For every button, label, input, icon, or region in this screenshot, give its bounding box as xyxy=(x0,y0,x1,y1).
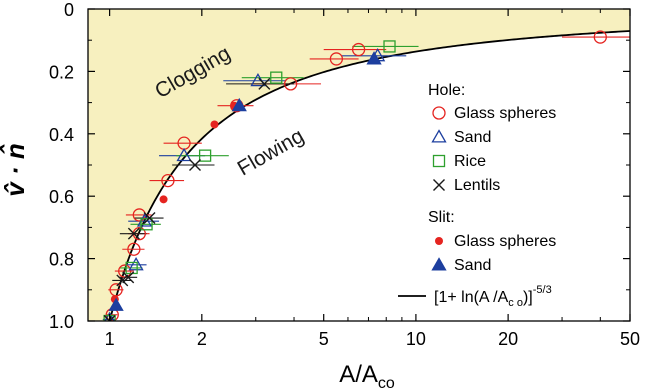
data-point-hole-glass-spheres xyxy=(351,42,366,57)
legend-header-hole: Hole: xyxy=(428,82,465,99)
data-point-slit-sand xyxy=(108,297,124,311)
clogging-region xyxy=(88,9,630,321)
marker-x-stroke xyxy=(122,271,135,284)
legend-header-slit: Slit: xyxy=(428,209,455,226)
y-axis-title: v̂ · n̂ xyxy=(0,143,30,196)
legend-marker-hole-lentils xyxy=(433,179,445,191)
legend-label-slit-sand: Sand xyxy=(454,257,491,274)
x-tick-label: 50 xyxy=(620,329,640,349)
legend-curve-label-sub: c o xyxy=(508,297,523,309)
legend-curve-label-exp: -5/3 xyxy=(533,284,552,296)
legend-marker-hole-rice xyxy=(432,154,446,168)
data-point-hole-lentils xyxy=(127,227,140,240)
legend-label-slit-glass-spheres: Glass spheres xyxy=(454,233,556,250)
data-point-hole-glass-spheres xyxy=(127,242,141,256)
legend-label-hole-lentils: Lentils xyxy=(454,177,500,194)
marker-x-stroke xyxy=(143,212,156,225)
data-point-hole-glass-spheres xyxy=(329,52,344,66)
legend-curve-label: [1+ ln(A /Ac o)]-5/3 xyxy=(434,284,552,309)
data-point-hole-lentils xyxy=(122,271,135,284)
y-tick-label: 0.8 xyxy=(49,250,74,270)
data-point-slit-glass-spheres xyxy=(159,195,168,204)
y-tick-label: 0.6 xyxy=(49,187,74,207)
data-point-hole-glass-spheres xyxy=(161,173,175,188)
clogging-area xyxy=(88,9,630,321)
x-tick-label: 5 xyxy=(319,329,329,349)
x-axis-title-sub: co xyxy=(378,375,395,390)
data-point-slit-sand xyxy=(231,97,247,112)
x-tick-label: 10 xyxy=(406,329,426,349)
data-point-hole-rice xyxy=(198,149,212,162)
data-point-hole-lentils xyxy=(189,159,201,171)
marker-x-stroke xyxy=(433,179,445,191)
legend-curve-label-main: [1+ ln(A /A xyxy=(434,289,509,306)
svg-text:A/Aco: A/Aco xyxy=(339,361,395,390)
data-point-hole-lentils xyxy=(103,315,116,321)
marker-x-stroke xyxy=(258,77,271,90)
marker-x-stroke xyxy=(189,159,201,171)
x-tick-label: 1 xyxy=(105,329,115,349)
axis-ticks: 1 2 5 10 20 50 0 0.2 0.4 0.6 0.8 1.0 xyxy=(49,0,640,349)
legend-label-hole-rice: Rice xyxy=(454,153,486,170)
legend: Glass spheres Sand Rice Lentils Glass sphere… xyxy=(398,105,556,297)
marker-x-stroke xyxy=(108,315,116,321)
marker-x-stroke xyxy=(127,227,140,240)
data-point-hole-rice xyxy=(270,71,283,84)
legend-marker-hole-sand xyxy=(431,129,447,143)
x-tick-label: 20 xyxy=(498,329,518,349)
x-tick-label: 2 xyxy=(197,329,207,349)
y-tick-label: 0.2 xyxy=(49,62,74,82)
region-label-flowing: Flowing xyxy=(234,124,308,180)
data-point-hole-glass-spheres xyxy=(284,77,298,91)
data-point-hole-glass-spheres xyxy=(593,30,607,44)
y-tick-label: 1.0 xyxy=(49,312,74,332)
data-point-hole-rice xyxy=(383,40,396,53)
y-tick-label: 0.4 xyxy=(49,125,74,145)
x-axis-title-main: A/A xyxy=(339,361,378,388)
data-point-hole-lentils xyxy=(116,274,129,287)
legend-curve-label-tail: )] xyxy=(523,289,533,306)
data-point-hole-sand xyxy=(176,147,192,162)
data-point-hole-lentils xyxy=(258,77,271,90)
x-axis-title: A/Aco xyxy=(339,361,395,390)
data-point-slit-sand xyxy=(366,51,382,65)
marker-x-stroke xyxy=(103,315,111,321)
legend-label-hole-sand: Sand xyxy=(454,129,491,146)
data-markers xyxy=(103,30,607,321)
legend-marker-slit-glass-spheres xyxy=(435,237,443,245)
data-point-slit-glass-spheres xyxy=(210,120,219,129)
data-point-hole-lentils xyxy=(143,212,156,225)
data-point-hole-sand xyxy=(128,257,144,271)
legend-label-hole-glass-spheres: Glass spheres xyxy=(454,105,556,122)
legend-marker-hole-glass-spheres xyxy=(432,106,446,120)
marker-x-stroke xyxy=(116,274,129,287)
legend-marker-slit-sand xyxy=(431,257,447,271)
data-point-hole-rice xyxy=(140,218,153,231)
y-tick-label: 0 xyxy=(64,0,74,20)
